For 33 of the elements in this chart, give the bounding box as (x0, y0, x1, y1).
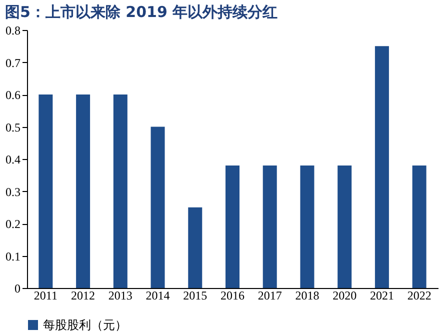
bar (338, 165, 352, 288)
x-tick-label: 2011 (34, 288, 58, 302)
x-tick-label: 2021 (370, 288, 394, 302)
x-tick-label: 2018 (295, 288, 320, 302)
x-tick-label: 2020 (332, 288, 357, 302)
y-tick-label: 0.4 (6, 152, 20, 166)
y-tick-label: 0 (14, 282, 20, 296)
bar (262, 165, 277, 288)
y-tick-label: 0.6 (6, 88, 20, 102)
y-tick-label: 0.8 (6, 24, 20, 38)
bar (374, 46, 389, 288)
bar (226, 165, 240, 288)
x-tick-label: 2016 (220, 288, 244, 302)
bar (150, 126, 165, 288)
bar (188, 207, 202, 288)
bar (300, 165, 314, 288)
y-tick-label: 0.3 (6, 184, 20, 199)
x-tick-label: 2015 (183, 288, 208, 302)
x-tick-label: 2012 (71, 288, 96, 302)
x-tick-label: 2013 (108, 288, 132, 302)
bar (113, 94, 128, 288)
y-tick-label: 0.1 (6, 249, 20, 264)
y-tick-label: 0.7 (6, 56, 20, 70)
chart-title: 图5：上市以来除 2019 年以外持续分红 (5, 3, 278, 21)
x-tick-label: 2017 (258, 288, 282, 302)
legend-label: 每股股利（元） (43, 318, 127, 332)
y-tick-label: 0.5 (6, 120, 20, 134)
bar (38, 94, 53, 288)
x-tick-label: 2014 (146, 288, 170, 302)
y-tick-label: 0.2 (6, 217, 20, 231)
bar (412, 165, 426, 288)
bar (76, 94, 90, 288)
x-tick-label: 2022 (407, 288, 432, 302)
